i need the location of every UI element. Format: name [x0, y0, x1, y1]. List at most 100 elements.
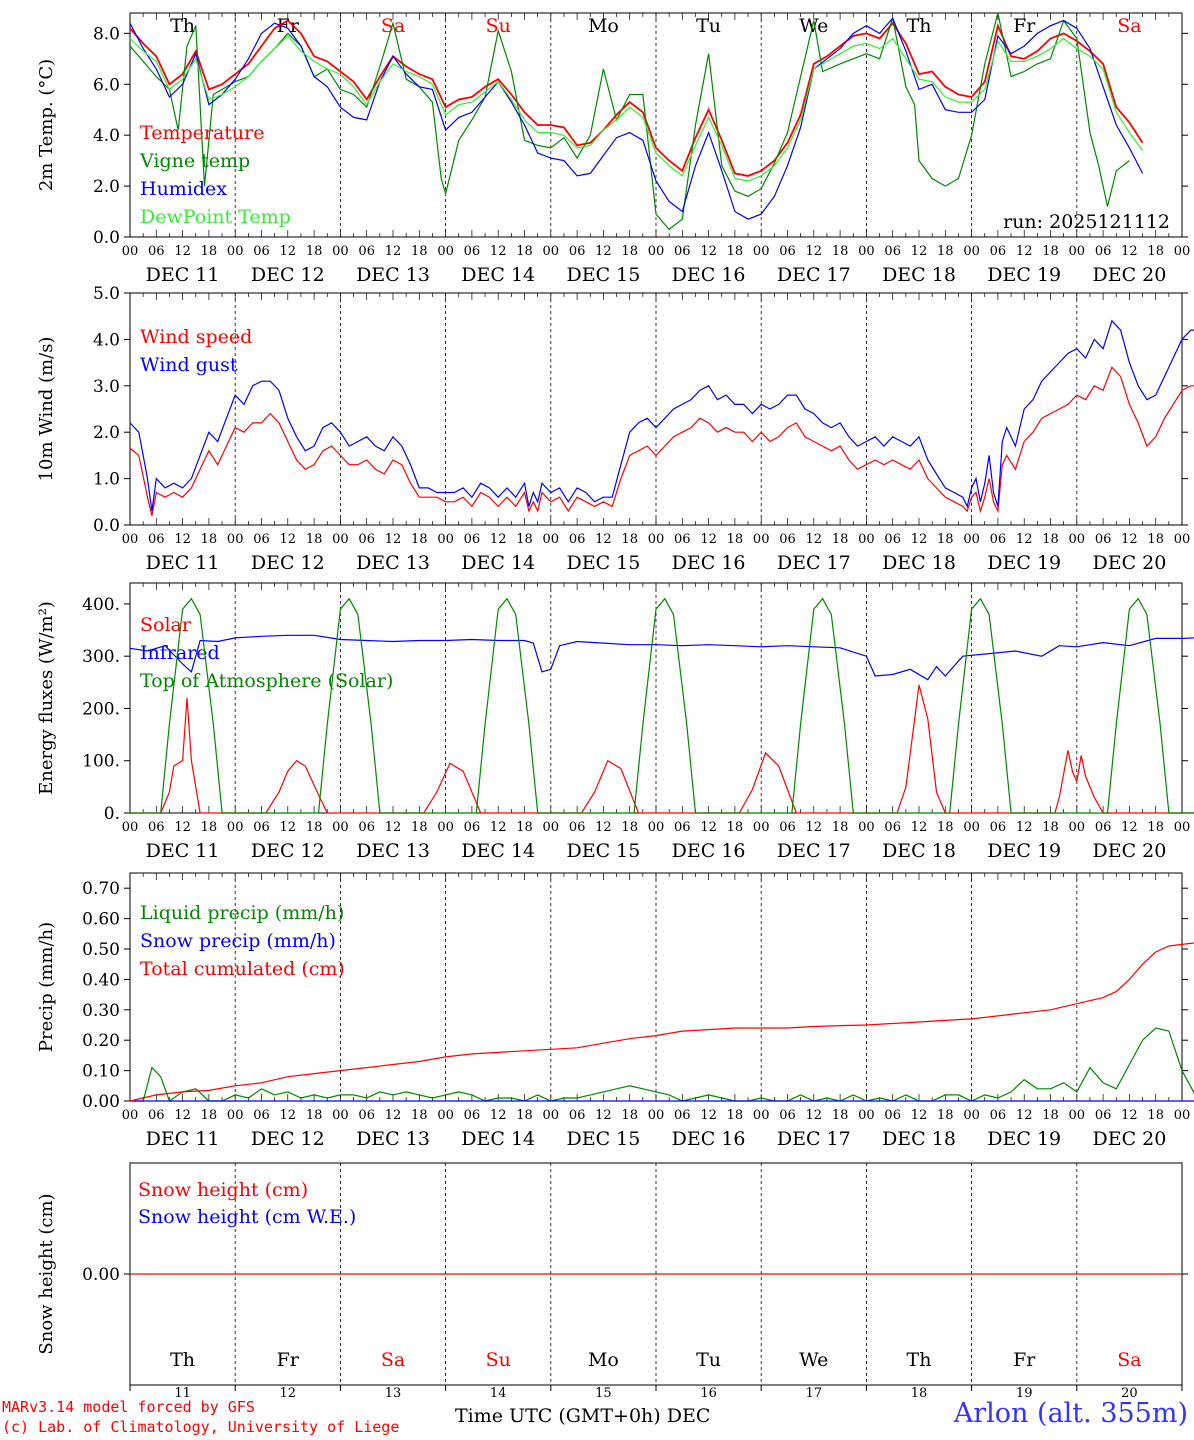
day-label: DEC 15	[566, 264, 640, 286]
y-tick-label: 300.	[82, 647, 120, 667]
hour-tick-label: 18	[1042, 244, 1059, 259]
hour-tick-label: 12	[1121, 820, 1138, 835]
day-number: 18	[911, 1386, 928, 1401]
hour-tick-label: 00	[963, 820, 980, 835]
hour-tick-label: 18	[411, 244, 428, 259]
legend-entry: DewPoint Temp	[140, 206, 291, 228]
hour-tick-label: 00	[332, 532, 349, 547]
hour-tick-label: 06	[253, 1108, 270, 1123]
day-label: DEC 17	[777, 264, 851, 286]
weekday-label: Su	[486, 1349, 511, 1371]
day-label: DEC 17	[777, 840, 851, 862]
hour-tick-label: 12	[1121, 1108, 1138, 1123]
model-credit: MARv3.14 model forced by GFS	[2, 1398, 255, 1416]
hour-tick-label: 18	[1147, 532, 1164, 547]
y-tick-label: 3.0	[93, 377, 120, 397]
hour-tick-label: 06	[253, 820, 270, 835]
hour-tick-label: 06	[464, 820, 481, 835]
y-axis-label: 10m Wind (m/s)	[36, 337, 57, 482]
weekday-label: We	[799, 15, 828, 37]
hour-tick-label: 12	[1121, 532, 1138, 547]
weekday-label: Fr	[277, 1349, 300, 1371]
day-number: 13	[385, 1386, 402, 1401]
hour-tick-label: 00	[1174, 820, 1191, 835]
hour-tick-label: 00	[648, 1108, 665, 1123]
day-label: DEC 12	[251, 552, 325, 574]
hour-tick-label: 18	[306, 244, 323, 259]
hour-tick-label: 00	[543, 532, 560, 547]
day-number: 20	[1121, 1386, 1138, 1401]
hour-tick-label: 06	[990, 820, 1007, 835]
hour-tick-label: 06	[779, 532, 796, 547]
station-label: Arlon (alt. 355m)	[953, 1398, 1188, 1429]
hour-tick-label: 12	[385, 1108, 402, 1123]
hour-tick-label: 12	[490, 820, 507, 835]
hour-tick-label: 00	[227, 1108, 244, 1123]
hour-tick-label: 00	[753, 820, 770, 835]
hour-tick-label: 06	[990, 532, 1007, 547]
day-label: DEC 19	[987, 264, 1061, 286]
hour-tick-label: 12	[700, 244, 717, 259]
hour-tick-label: 00	[648, 820, 665, 835]
series-line-red	[129, 19, 1144, 177]
hour-tick-label: 00	[122, 244, 139, 259]
hour-tick-label: 06	[148, 1108, 165, 1123]
day-label: DEC 20	[1092, 840, 1166, 862]
chart-panel-3: 0. 100. 200. 300. 400. Energy fluxes (W/m²) 00…	[36, 582, 1194, 862]
hour-tick-label: 06	[358, 820, 375, 835]
hour-tick-label: 06	[358, 532, 375, 547]
legend-entry: Wind speed	[140, 326, 252, 348]
y-axis-label: 2m Temp. (°C)	[36, 59, 57, 191]
legend-entry: Vigne temp	[139, 150, 250, 172]
hour-tick-label: 18	[1042, 820, 1059, 835]
series-line-red	[129, 366, 1194, 516]
day-label: DEC 18	[882, 840, 956, 862]
hour-tick-label: 00	[122, 820, 139, 835]
hour-tick-label: 18	[411, 1108, 428, 1123]
x-axis-title: Time UTC (GMT+0h) DEC	[455, 1405, 711, 1427]
hour-tick-label: 06	[674, 244, 691, 259]
hour-tick-label: 12	[1016, 532, 1033, 547]
hour-tick-label: 12	[911, 820, 928, 835]
chart-panel-2: 0.0 1.0 2.0 3.0 4.0 5.0 10m Wind (m/s) 00 06 12 18…	[36, 284, 1194, 574]
day-label: DEC 11	[146, 552, 220, 574]
day-label: DEC 18	[882, 264, 956, 286]
hour-tick-label: 12	[1016, 1108, 1033, 1123]
hour-tick-label: 06	[358, 244, 375, 259]
hour-tick-label: 18	[201, 244, 218, 259]
hour-tick-label: 12	[595, 244, 612, 259]
hour-tick-label: 06	[569, 820, 586, 835]
day-label: DEC 16	[672, 264, 746, 286]
hour-tick-label: 18	[306, 1108, 323, 1123]
y-tick-label: 0.0	[93, 228, 120, 248]
hour-tick-label: 06	[1095, 1108, 1112, 1123]
y-tick-label: 0.	[104, 804, 120, 824]
hour-tick-label: 00	[963, 244, 980, 259]
y-tick-label: 0.0	[93, 516, 120, 536]
day-number: 16	[700, 1386, 717, 1401]
hour-tick-label: 18	[201, 820, 218, 835]
hour-tick-label: 00	[858, 1108, 875, 1123]
weekday-label: Su	[486, 15, 511, 37]
legend-entry: Snow height (cm W.E.)	[138, 1206, 356, 1228]
y-tick-label: 4.0	[93, 330, 120, 350]
day-label: DEC 18	[882, 552, 956, 574]
hour-tick-label: 06	[569, 1108, 586, 1123]
hour-tick-label: 06	[569, 532, 586, 547]
y-tick-label: 0.20	[82, 1031, 120, 1051]
legend-entry: Temperature	[140, 122, 264, 144]
hour-tick-label: 00	[227, 244, 244, 259]
day-label: DEC 12	[251, 1128, 325, 1150]
day-label: DEC 15	[566, 552, 640, 574]
hour-tick-label: 00	[543, 1108, 560, 1123]
hour-tick-label: 18	[1042, 532, 1059, 547]
hour-tick-label: 00	[858, 244, 875, 259]
hour-tick-label: 18	[832, 1108, 849, 1123]
hour-tick-label: 06	[569, 244, 586, 259]
weekday-label: Mo	[588, 1349, 619, 1371]
hour-tick-label: 06	[779, 820, 796, 835]
hour-tick-label: 06	[674, 1108, 691, 1123]
hour-tick-label: 18	[1147, 244, 1164, 259]
y-tick-label: 0.10	[82, 1062, 120, 1082]
day-number: 14	[490, 1386, 507, 1401]
